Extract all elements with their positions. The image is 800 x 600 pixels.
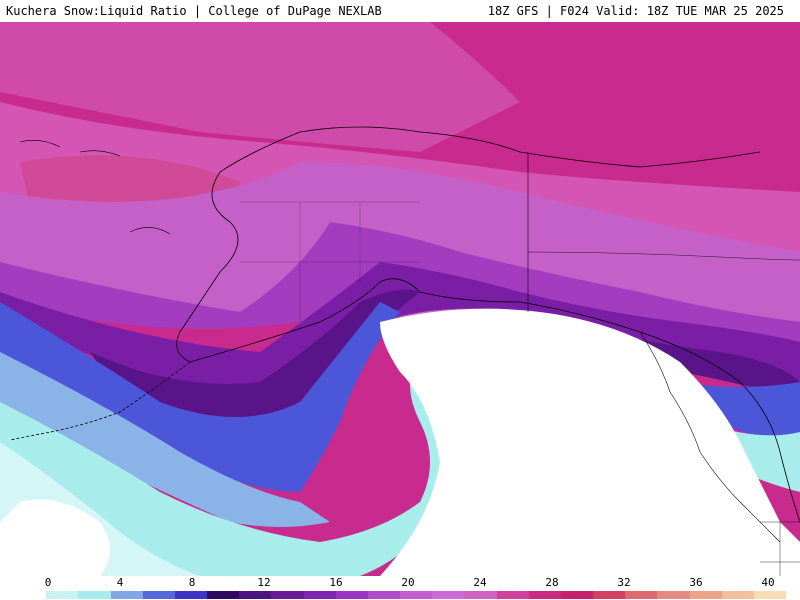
legend-swatch <box>464 591 497 599</box>
legend-swatch <box>689 591 722 599</box>
legend-swatch <box>271 591 304 599</box>
legend-tick-label: 16 <box>329 576 343 589</box>
model-run-info: 18Z GFS | F024 Valid: 18Z TUE MAR 25 202… <box>487 4 784 18</box>
coastline-south-alaska <box>189 278 800 523</box>
legend-swatch <box>528 591 561 599</box>
legend-swatch <box>142 591 175 599</box>
legend-swatch <box>367 591 401 599</box>
legend-swatch <box>335 591 368 599</box>
legend-swatch <box>625 591 658 599</box>
field-light-blue <box>0 352 330 527</box>
legend-tick-label: 40 <box>761 576 775 589</box>
legend-swatch <box>753 591 787 599</box>
field-no-data <box>380 308 800 576</box>
coastline-west-alaska <box>176 131 301 363</box>
legend-tick-label: 24 <box>473 576 487 589</box>
coastline-arctic <box>299 126 761 168</box>
legend-tick-label: 20 <box>401 576 415 589</box>
legend-swatch <box>560 591 594 599</box>
legend-swatch <box>78 591 111 599</box>
legend-swatch <box>496 591 529 599</box>
legend-color-bar <box>14 591 787 599</box>
field-cyan <box>0 352 445 576</box>
state-borders-pnw <box>760 521 800 576</box>
legend-swatch <box>110 591 143 599</box>
legend-tick-label: 4 <box>116 576 124 589</box>
border-bc-yukon <box>527 251 800 261</box>
field-deep-purple <box>90 289 420 422</box>
legend-swatch <box>46 591 79 599</box>
legend-tick-label: 28 <box>545 576 559 589</box>
field-blue <box>0 302 400 492</box>
legend-tick-label: 32 <box>617 576 631 589</box>
legend-swatch <box>593 591 626 599</box>
field-no-data-sw <box>0 499 110 576</box>
coastline-bering-islands <box>19 140 171 235</box>
header-bar: Kuchera Snow:Liquid Ratio | College of D… <box>0 0 800 22</box>
snow-ratio-map <box>0 22 800 576</box>
legend-tick-labels: 0 4 8 12 16 20 24 28 32 36 40 <box>0 576 800 590</box>
legend-tick-label: 0 <box>44 576 52 589</box>
legend-swatch <box>400 591 433 599</box>
inland-boundaries <box>240 201 420 322</box>
legend-swatch <box>721 591 754 599</box>
legend-tick-label: 36 <box>689 576 703 589</box>
legend-swatch <box>14 591 47 599</box>
color-scale-legend: 0 4 8 12 16 20 24 28 32 36 40 <box>0 576 800 600</box>
map-title: Kuchera Snow:Liquid Ratio | College of D… <box>6 4 382 18</box>
coastline-bc <box>639 331 781 543</box>
legend-tick-label: 12 <box>257 576 271 589</box>
legend-swatch <box>239 591 272 599</box>
legend-swatch <box>657 591 690 599</box>
legend-swatch <box>303 591 336 599</box>
legend-swatch <box>174 591 208 599</box>
legend-swatch <box>432 591 465 599</box>
field-pink-west <box>0 22 520 152</box>
legend-swatch <box>207 591 240 599</box>
legend-tick-label: 8 <box>188 576 196 589</box>
